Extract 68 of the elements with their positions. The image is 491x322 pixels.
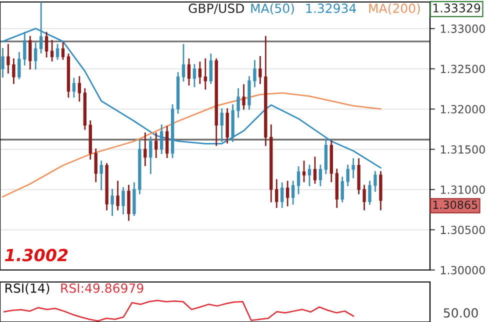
text: RSI:49.86979 [61, 283, 144, 293]
y-tick-label: 1.33000 [440, 24, 485, 33]
candlestick [291, 180, 295, 205]
candlestick [72, 78, 76, 98]
candlestick [154, 132, 158, 158]
candlestick [100, 160, 103, 190]
text: MA(50) [251, 3, 294, 14]
candlestick [368, 180, 372, 205]
candlestick [346, 164, 350, 186]
chart-title: RSI(14) [6, 283, 50, 294]
candlestick [340, 176, 344, 202]
candlestick [28, 36, 32, 70]
text: 50.00 [444, 308, 478, 318]
candlestick [165, 126, 169, 158]
candlestick [44, 32, 48, 58]
candlestick [23, 32, 26, 66]
candlestick [220, 108, 224, 142]
candlestick [1, 48, 4, 78]
y-tick-label: 1.30000 [440, 266, 485, 274]
candlestick [362, 184, 366, 210]
candlestick [144, 132, 147, 166]
y-tick-label: 1.30500 [440, 226, 485, 234]
annotation: 1.32934 [306, 4, 356, 14]
candlestick [242, 84, 246, 110]
candlestick [160, 124, 164, 154]
y-tick-label: 1.31500 [440, 145, 485, 154]
candlestick [127, 184, 130, 221]
y-tick-label: 1.32500 [440, 64, 485, 74]
candlestick [236, 88, 240, 118]
y-tick-label: 1.32000 [440, 105, 485, 114]
line-series [2, 92, 382, 198]
candlestick [275, 179, 278, 208]
candlestick [56, 44, 60, 60]
chart-title: GBP/USD [188, 4, 244, 14]
candlestick [50, 40, 54, 62]
candlestick [122, 187, 125, 214]
candlestick [308, 164, 312, 186]
candlestick [313, 156, 317, 184]
candlestick [204, 58, 207, 90]
candlestick [302, 160, 306, 182]
y-tick-label: 1.31000 [440, 185, 485, 194]
candlestick [286, 180, 290, 206]
text: 1.33329 [433, 4, 480, 12]
text: MA(200) [369, 3, 420, 14]
candlestick [187, 58, 191, 86]
annotation: 1.3002 [5, 248, 68, 262]
candlestick [94, 148, 98, 182]
candlestick [374, 171, 377, 192]
candlestick [78, 76, 82, 102]
candlestick [34, 42, 38, 70]
candlestick [149, 136, 152, 174]
candlestick [352, 158, 355, 178]
candlestick [258, 56, 262, 84]
candlestick [110, 188, 114, 216]
candlestick [253, 60, 256, 88]
candlestick [18, 52, 21, 80]
candlestick [318, 164, 322, 186]
candlestick [61, 42, 65, 60]
candlestick [12, 58, 16, 84]
candlestick [296, 166, 300, 194]
candlestick [209, 54, 212, 84]
candlestick [116, 180, 120, 210]
candlestick [6, 44, 10, 74]
text: 1.30865 [433, 200, 478, 209]
candlestick [192, 64, 196, 88]
candlestick [280, 182, 284, 208]
candlestick [198, 62, 202, 84]
candlestick [182, 44, 186, 82]
